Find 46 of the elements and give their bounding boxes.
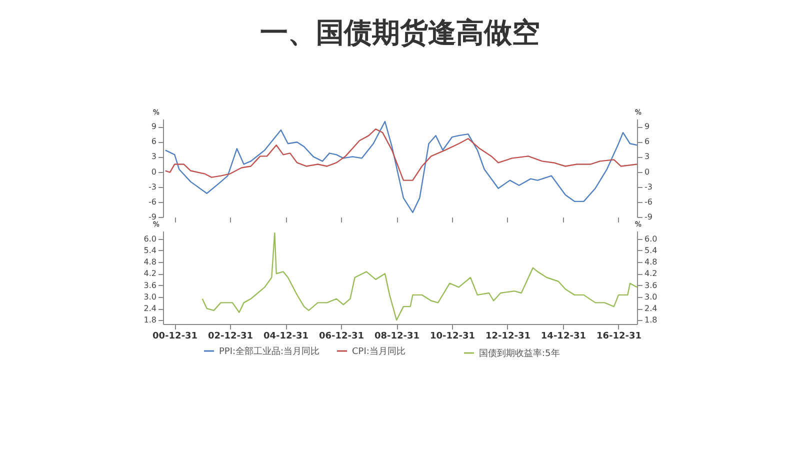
x-tick-label: 16-12-31 — [596, 332, 642, 342]
y2-tick-label: 4.8 — [644, 258, 658, 266]
y2-tick-label: 2.4 — [644, 304, 658, 313]
x-tick-label: 00-12-31 — [152, 332, 198, 342]
legend-label: CPI:当月同比 — [352, 346, 406, 357]
y2-tick-label: 3 — [644, 152, 650, 162]
y-tick-label: 3.6 — [144, 280, 156, 290]
legend-label: PPI:全部工业品:当月同比 — [219, 346, 320, 357]
y-tick-label: 9 — [151, 122, 156, 132]
y-tick-label: 3 — [151, 152, 156, 162]
y-tick-label: 4.8 — [144, 258, 156, 266]
line-series — [164, 120, 638, 214]
y-tick-label: 0 — [151, 167, 156, 176]
x-tick-label: 06-12-31 — [318, 332, 364, 342]
legend-label: 国债到期收益率:5年 — [479, 348, 560, 359]
y-tick-label: -9 — [148, 212, 156, 222]
y2-tick-label: -3 — [644, 182, 652, 192]
y2-tick-label: 3.0 — [644, 292, 658, 302]
y-tick-label: 5.4 — [144, 246, 156, 255]
y-tick-label: -3 — [148, 182, 156, 192]
x-tick-label: 12-12-31 — [485, 332, 531, 342]
y2-tick-label: 0 — [644, 167, 650, 176]
y-tick-label: 4.2 — [144, 269, 156, 278]
y-tick-label: 6.0 — [144, 234, 156, 244]
y-tick-label: 6 — [151, 137, 156, 146]
chart-title: 一、国债期货逢高做空 — [260, 16, 540, 49]
x-tick-label: 08-12-31 — [374, 332, 420, 342]
y2-tick-label: 5.4 — [644, 246, 658, 255]
y-tick-label: 1.8 — [144, 316, 156, 325]
y2-tick-label: 1.8 — [644, 316, 658, 325]
y2-tick-label: 6 — [644, 137, 650, 146]
y-tick-label: 2.4 — [144, 304, 156, 313]
y2-tick-label: 9 — [644, 122, 650, 132]
y2-tick-label: 6.0 — [644, 234, 658, 244]
y2-tick-label: -6 — [644, 197, 652, 206]
y2-tick-label: -9 — [644, 212, 652, 222]
y-tick-label: -6 — [148, 197, 156, 206]
line-series — [202, 232, 638, 321]
x-tick-label: 14-12-31 — [540, 332, 586, 342]
line-series — [164, 128, 638, 181]
y-tick-label: 3.0 — [144, 292, 156, 302]
x-tick-label: 02-12-31 — [208, 332, 254, 342]
y2-tick-label: 4.2 — [644, 269, 658, 278]
x-tick-label: 10-12-31 — [430, 332, 475, 342]
x-tick-label: 04-12-31 — [264, 332, 309, 342]
y2-tick-label: 3.6 — [644, 280, 658, 290]
